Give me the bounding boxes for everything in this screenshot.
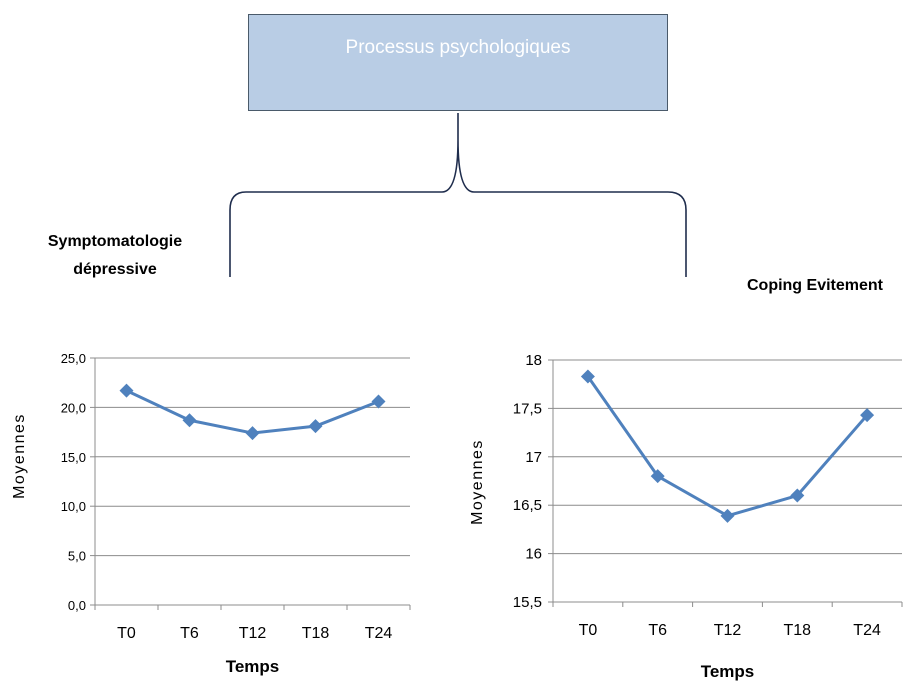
data-point bbox=[182, 413, 197, 428]
left-heading-line2: dépressive bbox=[73, 261, 157, 278]
x-tick-label: T24 bbox=[365, 625, 393, 642]
y-axis-label: Moyennes bbox=[469, 439, 486, 525]
y-tick-label: 18 bbox=[525, 352, 542, 369]
series-line bbox=[125, 389, 380, 435]
y-tick-label: 10,0 bbox=[61, 499, 86, 514]
left-heading-line1: Symptomatologie bbox=[47, 233, 183, 250]
root-label: Processus psychologiques bbox=[345, 36, 571, 58]
data-point bbox=[308, 419, 323, 434]
x-tick-label: T0 bbox=[117, 625, 136, 642]
y-tick-label: 25,0 bbox=[61, 351, 86, 366]
y-tick-label: 17,5 bbox=[513, 400, 542, 417]
right-heading: Coping Evitement bbox=[746, 277, 883, 294]
y-tick-label: 5,0 bbox=[68, 549, 86, 564]
y-tick-label: 15,0 bbox=[61, 450, 86, 465]
y-tick-label: 17 bbox=[525, 449, 542, 466]
y-tick-label: 20,0 bbox=[61, 400, 86, 415]
x-tick-label: T6 bbox=[180, 625, 199, 642]
data-point bbox=[371, 394, 386, 409]
y-tick-label: 16 bbox=[525, 546, 542, 563]
x-tick-label: T18 bbox=[302, 625, 330, 642]
x-tick-label: T12 bbox=[239, 625, 267, 642]
x-tick-label: T24 bbox=[853, 622, 881, 639]
x-axis-label: Temps bbox=[701, 662, 755, 681]
x-tick-label: T6 bbox=[648, 622, 667, 639]
root-box: Processus psychologiques bbox=[248, 14, 668, 111]
series-line bbox=[586, 375, 869, 518]
data-point bbox=[650, 469, 665, 484]
brace-path bbox=[229, 113, 687, 277]
y-tick-label: 0,0 bbox=[68, 598, 86, 613]
y-tick-label: 16,5 bbox=[513, 497, 542, 514]
data-point bbox=[119, 383, 134, 398]
y-axis-label: Moyennes bbox=[11, 413, 28, 499]
x-axis-label: Temps bbox=[226, 657, 280, 676]
data-point bbox=[720, 508, 735, 523]
y-tick-label: 15,5 bbox=[513, 594, 542, 611]
x-tick-label: T12 bbox=[714, 622, 742, 639]
x-tick-label: T18 bbox=[784, 622, 812, 639]
brace-connector bbox=[229, 113, 687, 277]
data-point bbox=[245, 426, 260, 441]
data-point bbox=[580, 369, 595, 384]
data-point bbox=[860, 408, 875, 423]
left-heading: Symptomatologie dépressive bbox=[30, 228, 200, 284]
data-point bbox=[790, 488, 805, 503]
x-tick-label: T0 bbox=[579, 622, 598, 639]
